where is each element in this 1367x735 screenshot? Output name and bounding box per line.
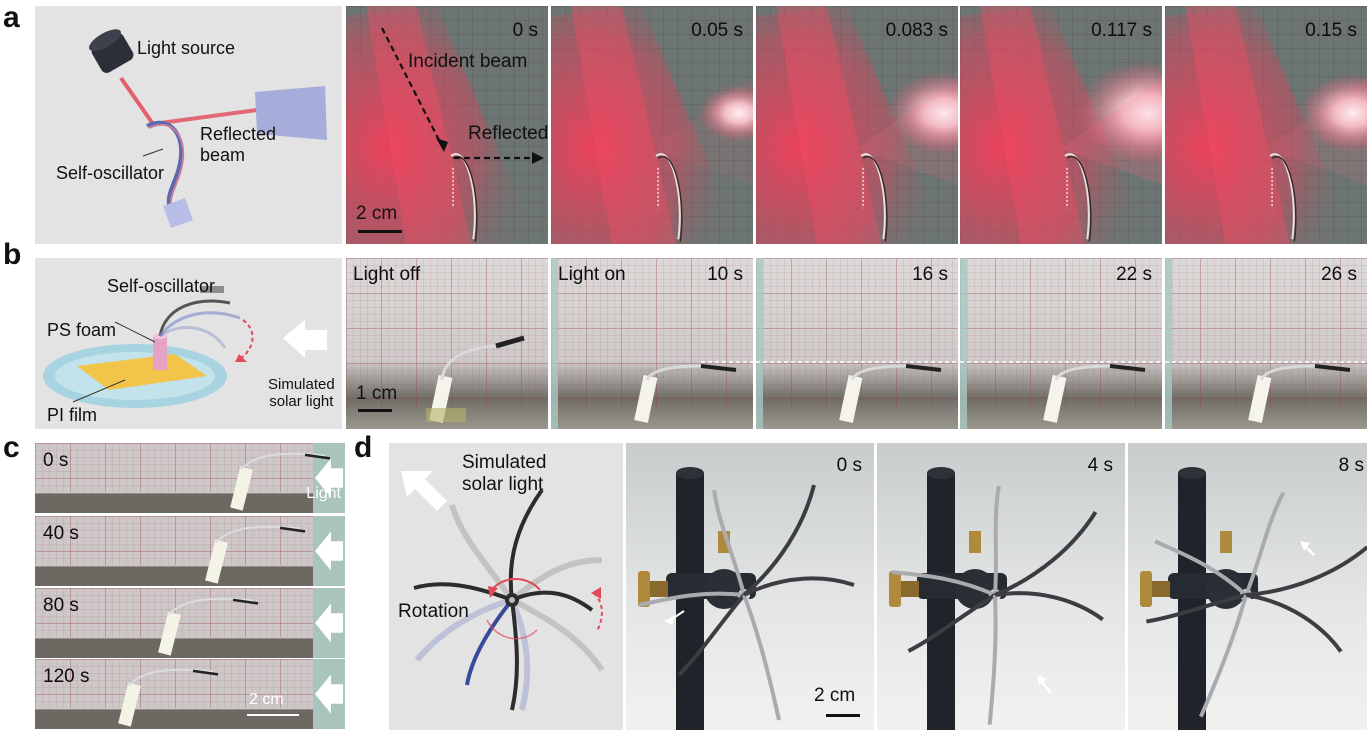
grid-frame-image (551, 258, 753, 429)
panel-a-frame-1: 0 s Incident beam Reflected beam 2 cm (346, 6, 548, 244)
label-self-oscillator: Self-oscillator (56, 163, 165, 183)
grid-frame-image (346, 258, 548, 429)
panel-d-schematic-drawing (401, 471, 605, 711)
grid-strip-image (35, 659, 345, 729)
scale-bar-c (247, 714, 299, 716)
laser-frame-image (346, 6, 548, 244)
label-light-source: Light source (137, 38, 236, 58)
panel-label-d: d (354, 431, 373, 464)
panel-d-schematic: Simulated solar light Rotation (389, 443, 623, 730)
panel-label-b: b (3, 238, 22, 271)
panel-a-schematic-drawing (89, 29, 327, 228)
panel-d-frame-2: 4 s (877, 443, 1125, 730)
grid-frame-image (1165, 258, 1367, 429)
panel-b-time-2: 10 s (707, 264, 743, 285)
light-arrow-icon (315, 674, 343, 714)
panel-b-time-4: 22 s (1116, 264, 1152, 285)
grid-frame-image (960, 258, 1162, 429)
grid-strip-image (35, 588, 345, 658)
panel-c-time-3: 80 s (43, 595, 79, 616)
light-arrow-icon (315, 603, 343, 643)
panel-a-frame-2: 0.05 s (551, 6, 753, 244)
panel-c-frame-2: 40 s (35, 516, 345, 586)
panel-label-c: c (3, 431, 20, 464)
panel-c-time-4: 120 s (43, 666, 90, 687)
panel-a-time-1: 0 s (512, 20, 538, 41)
scale-bar-label: 2 cm (356, 203, 398, 224)
label-simulated-solar-light-b: Simulated solar light (268, 376, 335, 411)
panel-d-time-3: 8 s (1338, 455, 1364, 476)
panel-b-time-3: 16 s (912, 264, 948, 285)
label-reflected-beam: Reflected beam (200, 124, 277, 165)
panel-c-time-2: 40 s (43, 523, 79, 544)
light-arrow-icon (315, 458, 343, 498)
scale-bar-label-c: 2 cm (249, 691, 284, 708)
panel-a-frame-5: 0.15 s (1165, 6, 1367, 244)
panel-c-frame-4: 120 s 2 cm (35, 659, 345, 729)
panel-d-time-1: 0 s (836, 455, 862, 476)
panel-a-time-5: 0.15 s (1305, 20, 1357, 41)
panel-d-frame-3: 8 s (1128, 443, 1367, 730)
panel-a-frame-4: 0.117 s (960, 6, 1162, 244)
panel-a-time-4: 0.117 s (1091, 20, 1152, 41)
label-light-c: Light (306, 485, 341, 502)
panel-b-frame-1: Light off 1 cm (346, 258, 548, 429)
label-ps-foam: PS foam (47, 320, 117, 340)
panel-b-state-1: Light off (353, 264, 421, 285)
rotor-frame-image (877, 443, 1125, 730)
panel-b-schematic-drawing (43, 286, 327, 408)
panel-b-schematic: Self-oscillator PS foam PI film Simulate… (35, 258, 342, 429)
panel-d-time-2: 4 s (1087, 455, 1113, 476)
label-reflected-beam-frame: Reflected beam (468, 123, 548, 144)
label-b-self-oscillator: Self-oscillator (107, 276, 216, 296)
white-arrow-icon (401, 471, 447, 511)
laser-frame-image (1165, 6, 1367, 244)
panel-a-schematic: Light source Reflected beam Self-oscilla… (35, 6, 342, 244)
label-rotation: Rotation (398, 601, 469, 622)
rotor-frame-image (626, 443, 874, 730)
light-arrow-icon (315, 531, 343, 571)
scale-bar-label-d: 2 cm (814, 685, 856, 706)
grid-strip-image (35, 443, 345, 513)
panel-b-state-2: Light on (558, 264, 626, 285)
panel-c-frame-3: 80 s (35, 588, 345, 658)
laser-frame-image (960, 6, 1162, 244)
panel-a-frame-3: 0.083 s (756, 6, 958, 244)
panel-b-frame-2: Light on 10 s (551, 258, 753, 429)
panel-c-frame-1: 0 s Light (35, 443, 345, 513)
label-pi-film: PI film (47, 405, 98, 425)
panel-b-frame-4: 22 s (960, 258, 1162, 429)
panel-b-time-5: 26 s (1321, 264, 1357, 285)
rotor-frame-image (1128, 443, 1367, 730)
panel-label-a: a (3, 1, 20, 34)
panel-c-time-1: 0 s (43, 450, 69, 471)
light-source-icon (89, 29, 134, 73)
laser-frame-image (551, 6, 753, 244)
grid-frame-image (756, 258, 958, 429)
label-simulated-solar-light-d: Simulated solar light (462, 452, 547, 495)
scale-bar-b (358, 409, 392, 412)
laser-frame-image (756, 6, 958, 244)
scale-bar (358, 230, 402, 233)
panel-a-time-3: 0.083 s (885, 20, 948, 41)
panel-b-frame-3: 16 s (756, 258, 958, 429)
scale-bar-label-b: 1 cm (356, 383, 398, 404)
label-incident-beam: Incident beam (408, 51, 528, 72)
panel-d-frame-1: 0 s 2 cm (626, 443, 874, 730)
panel-a-time-2: 0.05 s (691, 20, 743, 41)
scale-bar-d (826, 714, 860, 717)
grid-strip-image (35, 516, 345, 586)
panel-b-frame-5: 26 s (1165, 258, 1367, 429)
